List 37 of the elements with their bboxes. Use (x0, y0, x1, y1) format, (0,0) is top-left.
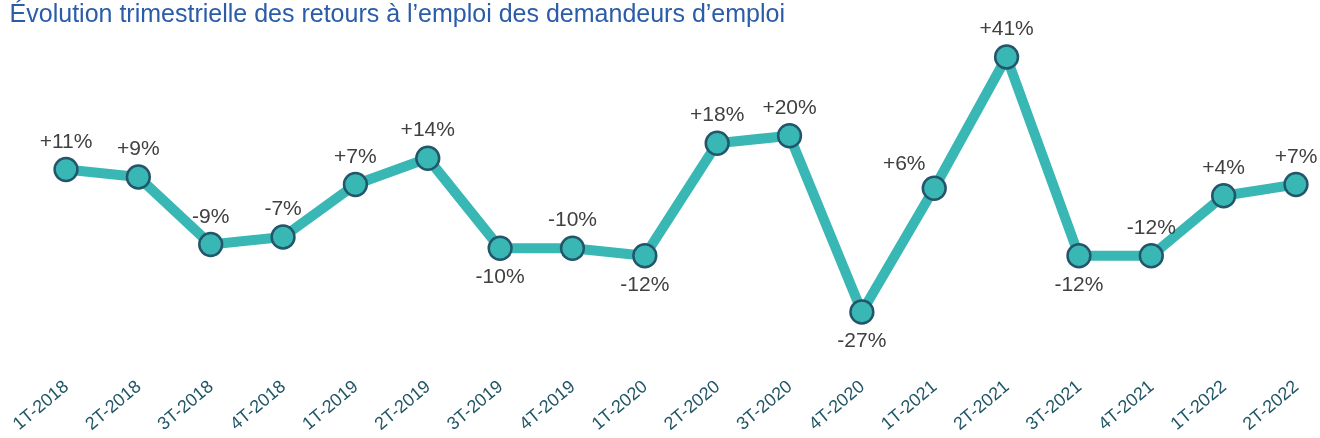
point (993, 44, 1020, 70)
data-label: +18% (690, 102, 745, 126)
data-label: +4% (1202, 154, 1245, 178)
data-label: -12% (1054, 271, 1104, 295)
point (632, 243, 658, 269)
point (342, 171, 369, 198)
point (1066, 243, 1092, 269)
point (487, 235, 513, 261)
point (198, 231, 224, 258)
point (704, 130, 730, 156)
data-label: -27% (837, 328, 887, 351)
data-label: +14% (400, 117, 455, 141)
data-label: +41% (979, 16, 1034, 39)
point (415, 145, 441, 171)
data-label: -9% (192, 203, 230, 227)
data-label: +6% (882, 151, 926, 175)
point (921, 175, 947, 201)
point (1283, 171, 1309, 198)
data-label: -7% (264, 196, 302, 219)
point (270, 224, 296, 250)
data-label: -12% (1126, 214, 1176, 238)
data-label: -10% (547, 207, 597, 231)
chart-title: Évolution trimestrielle des retours à l’emploi des demandeurs d’emploi (9, 0, 785, 27)
point (776, 123, 803, 149)
point (53, 156, 79, 183)
point (1138, 243, 1164, 269)
point (1211, 183, 1237, 209)
point (849, 299, 875, 325)
data-label: -12% (620, 271, 670, 295)
data-label: +9% (117, 136, 160, 159)
data-label: +11% (39, 128, 93, 152)
data-label: -10% (475, 264, 525, 288)
data-label: +7% (1274, 143, 1318, 167)
data-label: +7% (334, 143, 377, 167)
data-label: +20% (762, 94, 817, 118)
point (559, 235, 586, 261)
point (125, 164, 151, 190)
